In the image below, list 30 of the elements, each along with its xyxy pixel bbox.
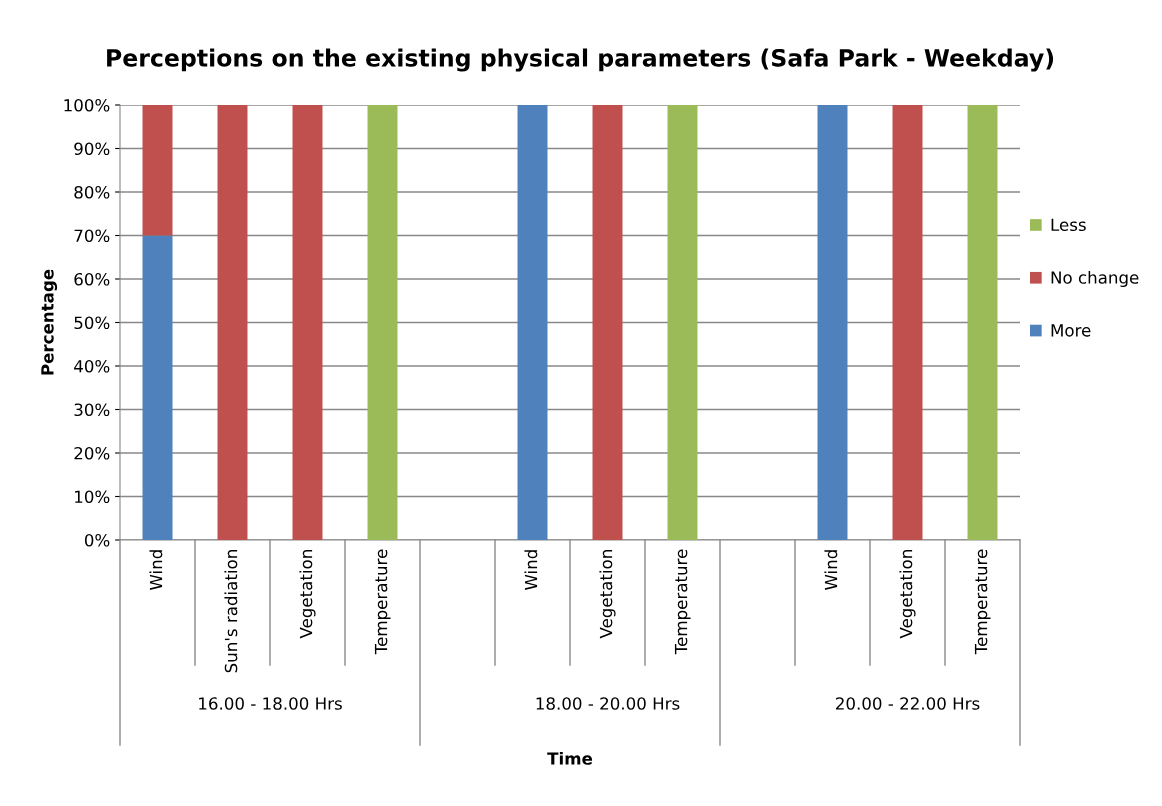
- y-tick-label: 10%: [75, 490, 110, 504]
- y-tick-label: 30%: [74, 403, 110, 417]
- x-tick-label: Temperature: [374, 549, 391, 655]
- legend-label: More: [1051, 324, 1091, 337]
- y-tick-label: 70%: [74, 229, 110, 243]
- legend-label: Less: [1051, 218, 1086, 232]
- y-tick-label: 50%: [74, 316, 110, 330]
- y-tick-label: 90%: [74, 142, 110, 156]
- x-tick-label: Vegetation: [599, 550, 616, 639]
- x-tick-label: Sun's radiation: [224, 550, 238, 673]
- x-tick-label: Vegetation: [299, 550, 316, 639]
- x-tick-label: Wind: [824, 550, 838, 591]
- y-tick-label: 100%: [64, 98, 110, 112]
- text: 20.00 - 22.00 Hrs: [836, 697, 980, 710]
- chart-title: Perceptions on the existing physical parameters (Safa Park - Weekday): [107, 48, 1054, 72]
- y-tick-label: 60%: [74, 272, 110, 286]
- y-tick-label: 0%: [84, 533, 110, 547]
- x-axis-title: Time: [547, 751, 593, 765]
- y-tick-label: 40%: [74, 359, 110, 373]
- x-tick-label: Wind: [524, 550, 538, 591]
- y-axis-title: Percentage: [41, 269, 58, 375]
- x-tick-label: Vegetation: [899, 550, 916, 639]
- y-tick-label: 80%: [74, 185, 110, 199]
- y-tick-label: 20%: [74, 446, 110, 460]
- x-tick-label: Temperature: [674, 549, 691, 655]
- text: 16.00 - 18.00 Hrs: [199, 697, 342, 710]
- legend-label: No change: [1051, 270, 1139, 288]
- text: 18.00 - 20.00 Hrs: [536, 697, 680, 710]
- x-tick-label: Wind: [149, 550, 163, 591]
- x-tick-label: Temperature: [974, 549, 991, 655]
